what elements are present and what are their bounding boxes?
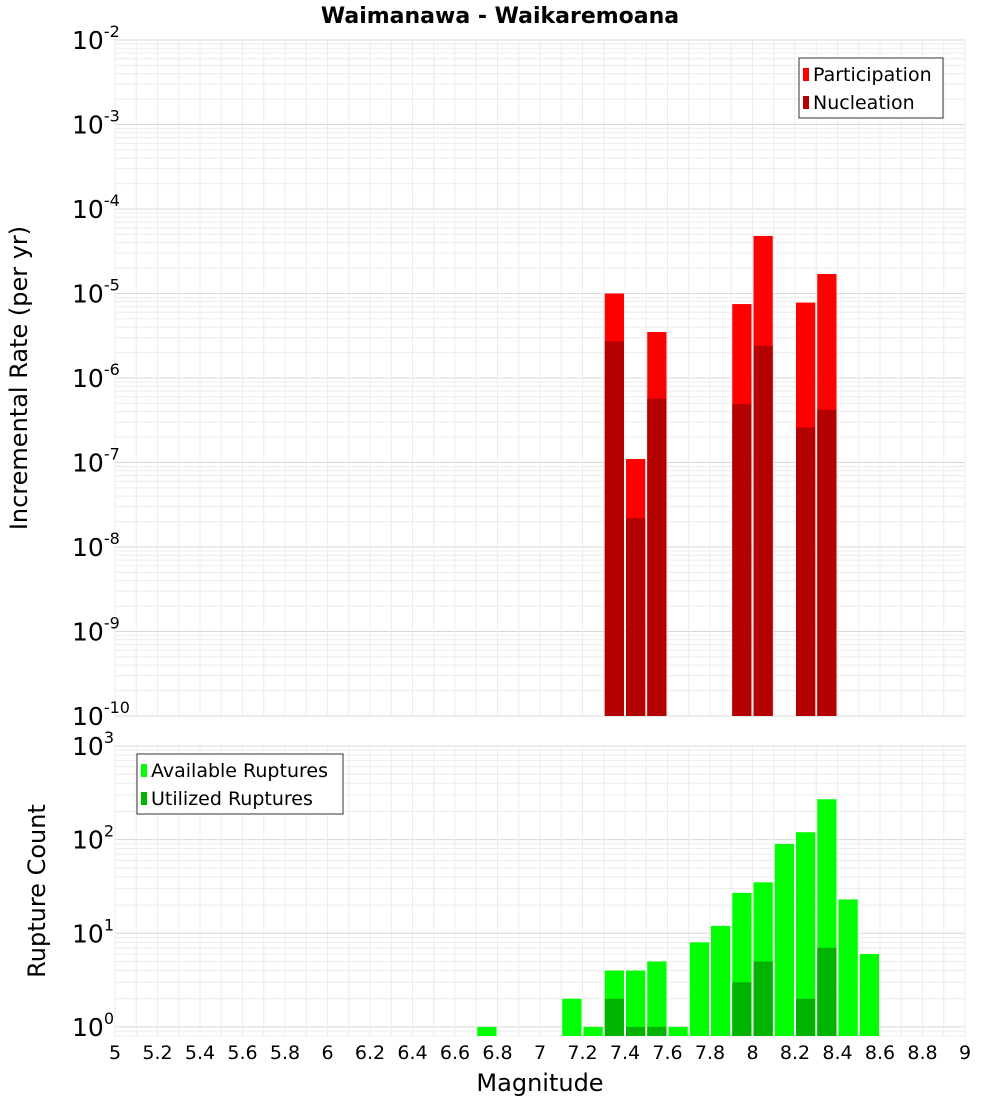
- count-bar-outer: [689, 942, 709, 1036]
- y-tick-label: 10-6: [72, 360, 120, 393]
- y-tick-label: 10-2: [72, 22, 120, 55]
- x-tick-label: 7: [534, 1042, 546, 1064]
- x-tick-label: 5: [109, 1042, 121, 1064]
- x-tick-label: 8: [746, 1042, 758, 1064]
- count-bar-outer: [774, 843, 794, 1036]
- rate-bars: [604, 235, 837, 716]
- x-tick-label: 5.6: [227, 1042, 257, 1064]
- count-bar-outer: [626, 970, 646, 1036]
- legend-swatch: [803, 96, 809, 109]
- count-bar-inner: [626, 1026, 646, 1036]
- x-tick-label: 6.4: [397, 1042, 427, 1064]
- x-tick-label: 6.8: [482, 1042, 512, 1064]
- rate-legend: Participation Nucleation: [798, 57, 944, 119]
- x-tick-label: 6.2: [355, 1042, 385, 1064]
- count-y-ticks: 103 102 101 100: [72, 728, 114, 1042]
- legend-label: Nucleation: [813, 92, 915, 114]
- x-axis-ticks: 5 5.2 5.4 5.6 5.8 6 6.2 6.4 6.6 6.8 7 7.2 7.4 7.6 7.8 8…: [109, 1042, 971, 1064]
- rate-bar-inner: [796, 427, 816, 716]
- count-bar-inner: [604, 998, 624, 1036]
- y-tick-label: 10-7: [72, 445, 120, 478]
- y-tick-label: 10-10: [72, 698, 130, 731]
- y-tick-label: 10-4: [72, 191, 120, 224]
- x-axis-label: Magnitude: [476, 1069, 603, 1097]
- count-bar-inner: [817, 947, 837, 1036]
- count-bar-outer: [859, 954, 879, 1036]
- y-tick-label: 102: [72, 822, 114, 855]
- x-tick-label: 8.6: [865, 1042, 895, 1064]
- count-bar-outer: [583, 1026, 603, 1036]
- x-tick-label: 8.8: [907, 1042, 937, 1064]
- count-bar-outer: [477, 1026, 497, 1036]
- y-tick-label: 10-9: [72, 614, 120, 647]
- rate-bar-inner: [626, 518, 646, 716]
- x-tick-label: 8.4: [822, 1042, 852, 1064]
- count-bar-outer: [562, 998, 582, 1036]
- rate-bar-inner: [753, 345, 773, 716]
- y-tick-label: 103: [72, 728, 114, 761]
- x-tick-label: 5.4: [185, 1042, 215, 1064]
- legend-label: Participation: [813, 64, 932, 86]
- count-bar-inner: [732, 982, 752, 1036]
- y-tick-label: 10-8: [72, 529, 120, 562]
- y-tick-label: 101: [72, 915, 114, 948]
- count-bar-inner: [753, 961, 773, 1036]
- rate-bar-inner: [647, 398, 667, 716]
- x-tick-label: 8.2: [780, 1042, 810, 1064]
- chart-title: Waimanawa - Waikaremoana: [321, 4, 679, 29]
- legend-swatch: [141, 764, 147, 777]
- count-bar-outer: [647, 961, 667, 1036]
- x-tick-label: 6: [321, 1042, 333, 1064]
- legend-label: Available Ruptures: [151, 760, 328, 782]
- count-bar-outer: [796, 832, 816, 1036]
- count-bars: [477, 799, 879, 1036]
- y-tick-label: 10-3: [72, 107, 120, 140]
- rate-bar-inner: [604, 341, 624, 716]
- legend-swatch: [803, 68, 809, 81]
- count-panel: 103 102 101 100 Rupture Count Available Rup…: [23, 728, 966, 1042]
- count-bar-inner: [796, 998, 816, 1036]
- x-tick-label: 5.8: [270, 1042, 300, 1064]
- y-tick-label: 10-5: [72, 276, 120, 309]
- count-bar-outer: [838, 899, 858, 1036]
- y-tick-label: 100: [72, 1009, 114, 1042]
- x-tick-label: 7.8: [695, 1042, 725, 1064]
- legend-swatch: [141, 792, 147, 805]
- count-y-axis-label: Rupture Count: [23, 804, 51, 978]
- x-tick-label: 5.2: [142, 1042, 172, 1064]
- count-bar-inner: [647, 1026, 667, 1036]
- legend-box: [136, 753, 344, 815]
- legend-label: Utilized Ruptures: [151, 788, 313, 810]
- x-tick-label: 6.6: [440, 1042, 470, 1064]
- rate-grid: [114, 39, 966, 717]
- x-tick-label: 7.6: [652, 1042, 682, 1064]
- rate-panel: 10-2 10-3 10-4 10-5 10-6 10-7 10-8 10-9 10-10 In…: [5, 22, 966, 731]
- x-tick-label: 7.2: [567, 1042, 597, 1064]
- count-legend: Available Ruptures Utilized Ruptures: [136, 753, 344, 815]
- count-bar-outer: [668, 1026, 688, 1036]
- count-bar-outer: [711, 925, 731, 1036]
- rate-bar-inner: [817, 409, 837, 716]
- rate-y-axis-label: Incremental Rate (per yr): [5, 226, 33, 530]
- x-tick-label: 9: [959, 1042, 971, 1064]
- legend-box: [798, 57, 944, 119]
- rate-bar-inner: [732, 404, 752, 716]
- x-tick-label: 7.4: [610, 1042, 640, 1064]
